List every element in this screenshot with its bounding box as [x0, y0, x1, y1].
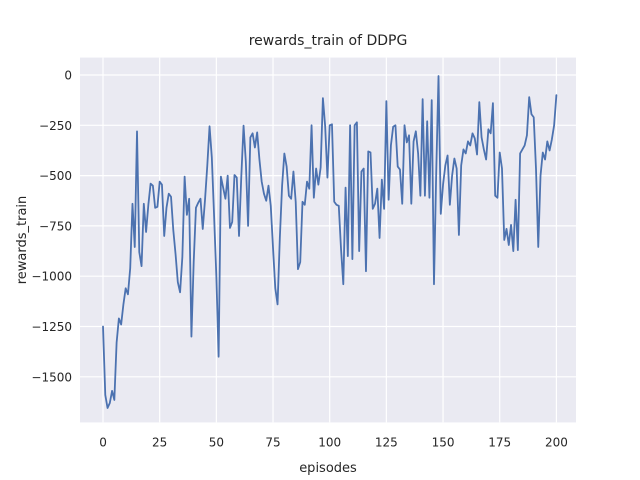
- x-tick-label: 0: [99, 435, 107, 449]
- x-tick-label: 75: [265, 435, 280, 449]
- y-tick-label: 0: [64, 69, 72, 83]
- y-tick-label: −1500: [31, 370, 72, 384]
- x-tick-label: 125: [375, 435, 398, 449]
- plot-area: [80, 57, 576, 423]
- chart-title: rewards_train of DDPG: [249, 33, 408, 49]
- x-tick-label: 150: [432, 435, 455, 449]
- x-tick-label: 200: [545, 435, 568, 449]
- data-line-group: [102, 75, 558, 409]
- tick-labels: 0 25 50 75 100 125 150 175 200 0 −250 −500 −750 −1000…: [31, 69, 567, 450]
- y-tick-label: −1000: [31, 270, 72, 284]
- x-tick-label: 50: [209, 435, 224, 449]
- x-tick-label: 25: [152, 435, 167, 449]
- y-axis-label: rewards_train: [15, 196, 30, 285]
- y-tick-label: −1250: [31, 320, 72, 334]
- y-tick-label: −250: [39, 119, 72, 133]
- x-axis-label: episodes: [299, 461, 357, 476]
- y-tick-label: −750: [39, 219, 72, 233]
- rewards-train-line: [102, 75, 558, 409]
- y-tick-label: −500: [39, 169, 72, 183]
- x-tick-label: 100: [318, 435, 341, 449]
- x-tick-label: 175: [488, 435, 511, 449]
